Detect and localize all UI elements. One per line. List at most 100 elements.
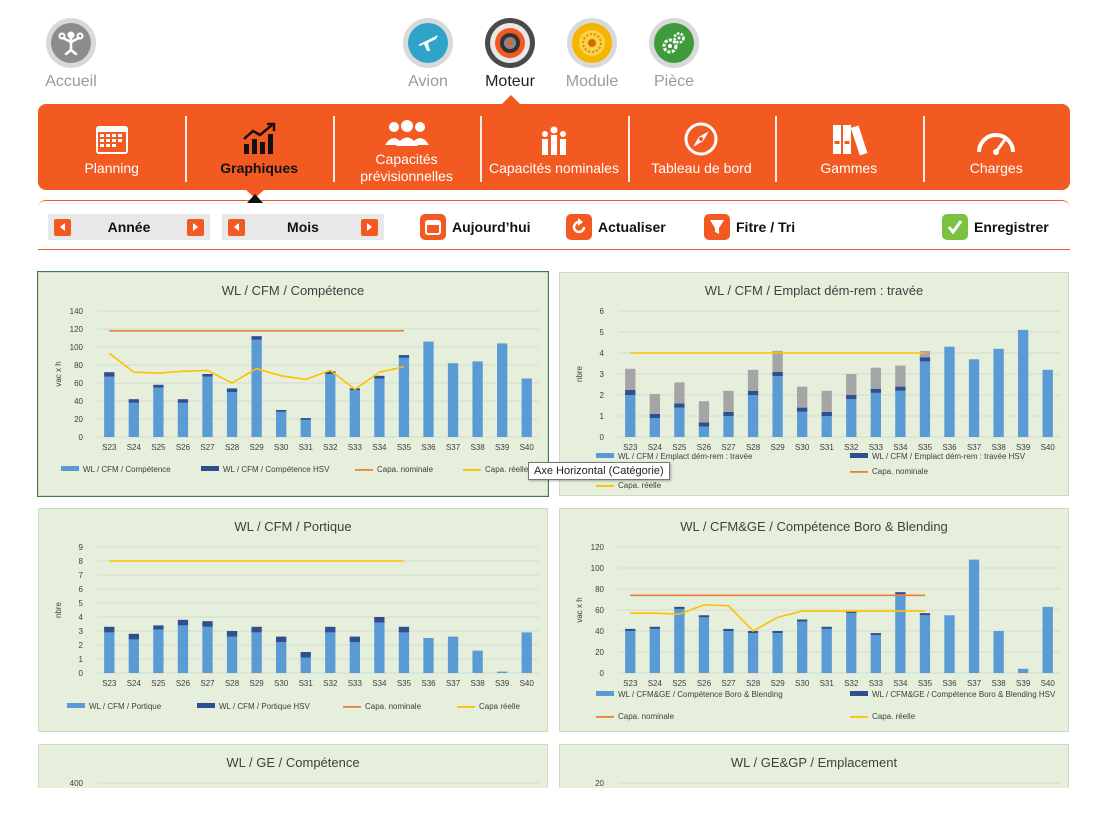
bar xyxy=(968,559,980,673)
bar xyxy=(128,639,139,673)
legend-swatch xyxy=(850,691,868,696)
y-tick-label: 9 xyxy=(79,543,84,552)
nav-home[interactable]: Accueil xyxy=(26,18,116,91)
people-bars-icon xyxy=(537,120,571,156)
bar-hsv xyxy=(226,388,238,392)
chart-panel-cfm-competence[interactable]: WL / CFM / Compétence 0 20 40 60 80 100 120 140… xyxy=(37,271,549,497)
bar-hsv xyxy=(177,399,189,403)
chart-cfm-portique[interactable]: 0 1 2 3 4 5 6 7 8 9 nbre S23 S24 S25 S26 S27 S28 S29 S30 S3… xyxy=(39,509,549,733)
legend-swatch xyxy=(355,469,373,471)
chart-panel-cfm-emplact[interactable]: WL / CFM / Emplact dém-rem : travée 0 1 2 3… xyxy=(559,272,1069,496)
module-capacites-previsionnelles[interactable]: Capacités prévisionnelles xyxy=(332,104,480,190)
bar-hsv xyxy=(674,606,685,609)
toolbar xyxy=(38,200,1070,250)
y-tick-label: 1 xyxy=(79,655,84,664)
module-gammes[interactable]: Gammes xyxy=(775,104,922,190)
today-button[interactable]: Aujourd’hui xyxy=(420,212,531,242)
nav-piece-label: Pièce xyxy=(653,73,695,90)
year-prev-button[interactable] xyxy=(54,218,71,236)
bar-hsv xyxy=(153,384,164,388)
bar xyxy=(226,392,238,437)
y-tick-label: 40 xyxy=(595,627,604,636)
year-label: Année xyxy=(107,219,151,235)
turbine-module-icon xyxy=(572,23,612,63)
x-tick-label: S24 xyxy=(648,679,663,688)
legend-label: WL / CFM / Portique xyxy=(89,702,162,711)
x-tick-label: S39 xyxy=(1016,679,1031,688)
bar-hsv xyxy=(797,407,808,412)
year-next-button[interactable] xyxy=(186,218,204,236)
bar xyxy=(821,416,832,437)
chart-gegp-emplacement[interactable]: 20 xyxy=(560,745,1070,789)
bar-hsv xyxy=(919,613,931,616)
module-graphiques[interactable]: Graphiques xyxy=(185,104,332,190)
x-tick-label: S25 xyxy=(672,679,687,688)
nav-avion[interactable]: Avion xyxy=(383,18,473,91)
bar-hsv xyxy=(300,652,311,658)
nav-module[interactable]: Module xyxy=(547,18,637,91)
chart-panel-cfmge-boro-blending[interactable]: WL / CFM&GE / Compétence Boro & Blending… xyxy=(559,508,1069,732)
filter-sort-button[interactable]: Fitre / Tri xyxy=(704,212,795,242)
month-next-button[interactable] xyxy=(360,218,378,236)
chart-panel-ge-competence[interactable]: WL / GE / Compétence 400 xyxy=(38,744,548,788)
module-tableau-de-bord[interactable]: Tableau de bord xyxy=(627,104,775,190)
x-tick-label: S29 xyxy=(770,679,785,688)
module-bar: Planning Graphiques xyxy=(38,104,1070,190)
save-button[interactable]: Enregistrer xyxy=(942,212,1049,242)
chart-panel-cfm-portique[interactable]: WL / CFM / Portique 0 1 2 3 4 5 6 7 8 9 nbre S23 S24… xyxy=(38,508,548,732)
chart-ge-competence[interactable]: 400 xyxy=(39,745,549,789)
chevron-left-icon xyxy=(233,223,239,231)
bar xyxy=(398,632,410,673)
chart-title: WL / CFM / Emplact dém-rem : travée xyxy=(704,283,924,298)
bar xyxy=(104,632,115,673)
month-stepper: Mois xyxy=(222,214,384,240)
bar xyxy=(649,418,660,437)
bar xyxy=(1018,668,1029,673)
y-tick-label: 100 xyxy=(591,564,605,573)
x-tick-label: S27 xyxy=(721,679,736,688)
bar xyxy=(797,621,808,673)
y-tick-label: 0 xyxy=(79,433,84,442)
nav-moteur[interactable]: Moteur xyxy=(465,18,555,91)
bar xyxy=(821,628,832,673)
chart-title: WL / CFM&GE / Compétence Boro & Blending xyxy=(680,519,948,534)
bar xyxy=(349,390,360,437)
bar xyxy=(251,339,262,437)
x-tick-label: S30 xyxy=(795,679,810,688)
bar xyxy=(472,650,483,673)
legend-label: WL / CFM&GE / Compétence Boro & Blending… xyxy=(872,690,1056,699)
legend-label: WL / CFM / Emplact dém-rem : travée xyxy=(618,452,753,461)
bar-hsv xyxy=(723,628,734,631)
module-planning[interactable]: Planning xyxy=(38,104,185,190)
bar xyxy=(325,374,336,437)
y-tick-label: 6 xyxy=(79,585,84,594)
legend-swatch xyxy=(197,703,215,708)
bar-hsv xyxy=(153,625,164,630)
module-charges[interactable]: Charges xyxy=(922,104,1070,190)
legend-swatch xyxy=(463,469,481,471)
x-tick-label: S37 xyxy=(967,443,982,452)
y-axis-label: nbre xyxy=(54,601,63,618)
airplane-icon xyxy=(408,23,448,63)
bar-hsv xyxy=(846,611,857,614)
refresh-button[interactable]: Actualiser xyxy=(566,212,666,242)
nav-piece[interactable]: Pièce xyxy=(629,18,719,91)
bar-hsv xyxy=(325,371,336,374)
series-line xyxy=(108,352,405,391)
chart-cfm-competence[interactable]: 0 20 40 60 80 100 120 140 vac x h S23 S24 S25 S26 S27… xyxy=(39,273,549,497)
bar xyxy=(447,363,459,437)
month-prev-button[interactable] xyxy=(228,218,245,236)
chevron-left-icon xyxy=(59,223,65,231)
chart-panel-gegp-emplacement[interactable]: WL / GE&GP / Emplacement 20 xyxy=(559,744,1069,788)
bar xyxy=(944,615,955,673)
chart-cfmge-boro-blending[interactable]: 0 20 40 60 80 100 120 vac x h S23 S24 S25 S26 S27 S28… xyxy=(560,509,1070,733)
x-tick-label: S34 xyxy=(372,679,387,688)
bar xyxy=(497,671,508,673)
chart-cfm-emplact[interactable]: 0 1 2 3 4 5 6 nbre S23 S24 S25 S26 S27 S28 S29 S30 S31 S3… xyxy=(560,273,1070,497)
module-capacites-nominales[interactable]: Capacités nominales xyxy=(480,104,627,190)
bar xyxy=(177,402,189,437)
legend-swatch xyxy=(201,466,219,471)
bar-hsv xyxy=(870,388,881,393)
bar xyxy=(649,628,660,673)
